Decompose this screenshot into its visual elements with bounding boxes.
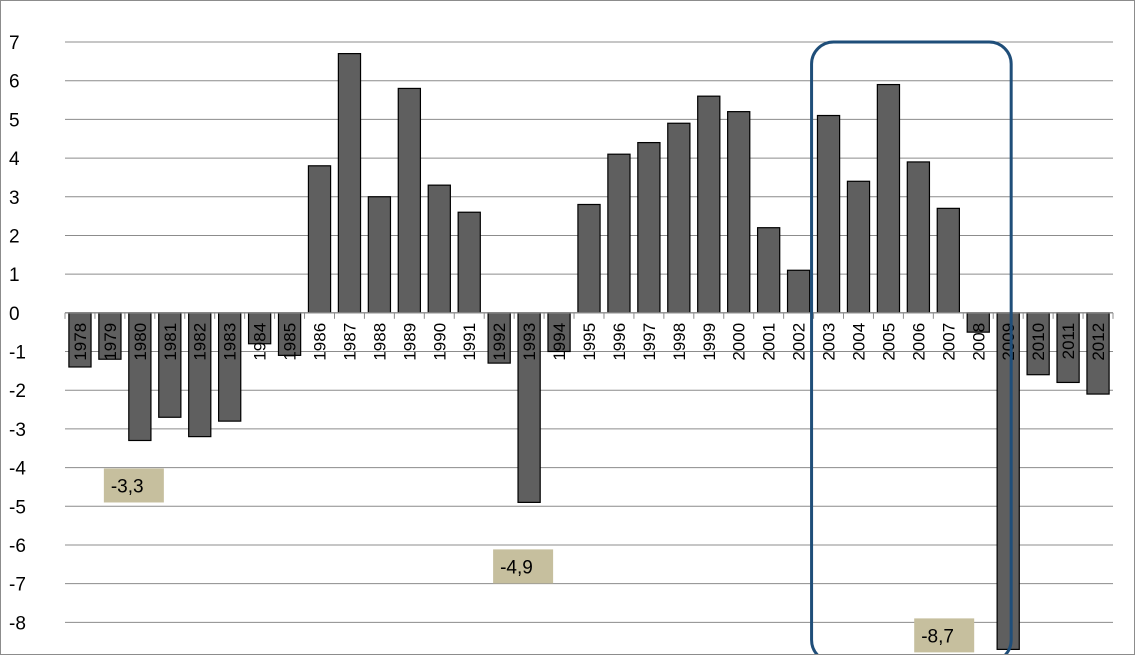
highlight-box	[810, 40, 1013, 654]
x-tick-label: 2003	[820, 323, 839, 361]
bar-1989	[397, 87, 422, 314]
x-tick-label: 1998	[670, 323, 689, 361]
x-tick-label: 1989	[400, 323, 419, 361]
x-tick-label: 1983	[221, 323, 240, 361]
bar-2001	[756, 227, 781, 314]
bar-1990	[427, 184, 451, 314]
x-tick-label: 1996	[610, 323, 629, 361]
bar-2009	[996, 312, 1020, 650]
x-tick-label: 1993	[520, 323, 539, 361]
x-tick-label: 2000	[730, 323, 749, 361]
y-tick-label: 4	[9, 149, 20, 170]
y-tick-label: -8	[9, 613, 26, 634]
x-tick-label: 2007	[939, 323, 958, 361]
x-tick-label: 1997	[640, 323, 659, 361]
bar-2000	[727, 111, 751, 314]
y-tick-label: 3	[9, 188, 20, 209]
x-tick-label: 1995	[580, 323, 599, 361]
x-axis-tick-labels: 1978 1979 1980 1981 1982 1983 1984 1985 1986 1987…	[71, 323, 1108, 361]
x-tick-label: 2004	[849, 323, 868, 361]
bar-1986	[307, 165, 332, 314]
zero-axis	[64, 312, 1114, 319]
y-tick-label: -6	[9, 536, 26, 557]
x-tick-label: 1988	[370, 323, 389, 361]
bar-2006	[906, 161, 931, 314]
bar-2004	[846, 180, 871, 314]
x-tick-label: 1991	[460, 323, 479, 361]
y-tick-label: 5	[9, 110, 20, 131]
y-tick-label: -9	[9, 652, 26, 654]
x-tick-label: 1986	[311, 323, 330, 361]
annotation-1993: -4,9	[493, 549, 554, 584]
x-tick-label: 2012	[1089, 323, 1108, 361]
annotations: -3,3 -4,9 -8,7	[103, 468, 975, 653]
y-tick-label: 7	[9, 33, 20, 54]
annotation-label: -8,7	[921, 626, 954, 647]
bar-2003	[816, 114, 841, 314]
y-tick-label: 0	[9, 304, 20, 325]
x-tick-label: 1978	[71, 323, 90, 361]
y-tick-label: -7	[9, 575, 26, 596]
x-tick-label: 2008	[969, 323, 988, 361]
x-tick-label: 2006	[909, 323, 928, 361]
bars	[68, 53, 1110, 650]
x-tick-label: 1981	[161, 323, 180, 361]
y-tick-label: -1	[9, 343, 26, 364]
y-tick-label: -4	[9, 459, 26, 480]
bar-1987	[337, 53, 362, 314]
y-tick-label: 1	[9, 265, 20, 286]
x-tick-label: 2001	[760, 323, 779, 361]
x-tick-label: 2005	[879, 323, 898, 361]
annotation-label: -4,9	[500, 557, 533, 578]
x-tick-label: 2011	[1059, 323, 1078, 360]
bar-2002	[786, 269, 811, 314]
bar-1999	[697, 95, 721, 314]
y-tick-label: -3	[9, 420, 26, 441]
bar-1998	[667, 122, 691, 314]
bar-1997	[637, 141, 661, 314]
bar-1995	[577, 203, 601, 314]
x-tick-label: 1987	[340, 323, 359, 361]
x-tick-label: 2010	[1029, 323, 1048, 361]
x-tick-label: 1992	[490, 323, 509, 361]
annotation-2009: -8,7	[914, 618, 975, 653]
annotation-box	[493, 549, 554, 584]
annotation-label: -3,3	[111, 476, 144, 497]
x-tick-label: 1994	[550, 323, 569, 361]
y-tick-label: -2	[9, 381, 26, 402]
bar-1991	[457, 211, 481, 314]
x-tick-label: 1984	[251, 323, 270, 361]
x-tick-label: 1985	[281, 323, 300, 361]
highlight-rounded-box	[810, 40, 1013, 654]
x-tick-label: 2009	[999, 323, 1018, 361]
y-tick-label: 2	[9, 226, 20, 247]
annotation-box	[103, 468, 164, 503]
bar-1988	[367, 196, 392, 314]
x-tick-label: 1999	[700, 323, 719, 361]
x-tick-label: 1990	[430, 323, 449, 361]
x-tick-label: 1979	[101, 323, 120, 361]
x-tick-label: 1980	[131, 323, 150, 361]
x-tick-label: 2002	[790, 323, 809, 361]
annotation-1980: -3,3	[103, 468, 164, 503]
x-tick-label: 1982	[191, 323, 210, 361]
bar-1996	[607, 153, 631, 314]
y-tick-label: -5	[9, 497, 26, 518]
annotation-box	[914, 618, 975, 653]
y-axis-tick-labels: 7 6 5 4 3 2 1 0 -1 -2 -3 -4 -5 -6 -7 -8 -9	[9, 33, 26, 654]
bar-2007	[936, 207, 960, 314]
bar-2005	[876, 83, 901, 314]
y-tick-label: 6	[9, 72, 20, 93]
